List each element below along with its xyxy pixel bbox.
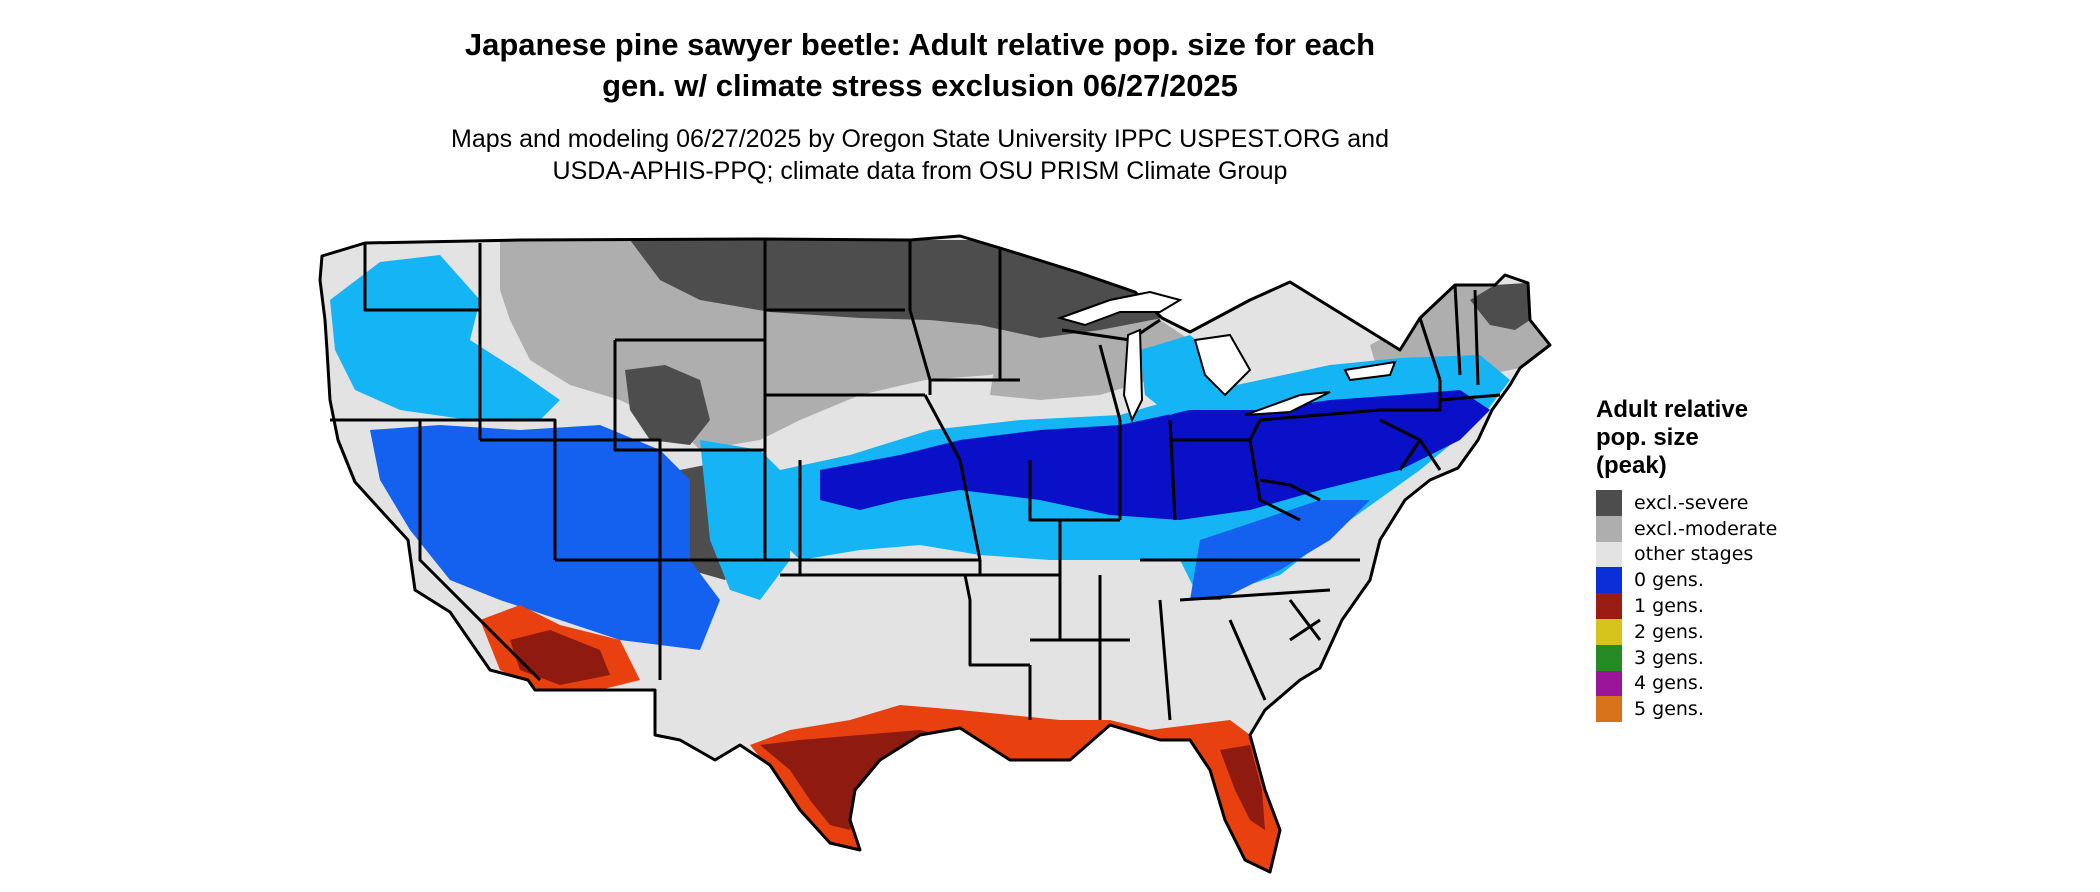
lake-huron <box>1193 333 1252 397</box>
legend-label: excl.-severe <box>1634 491 1749 514</box>
map-subtitle: Maps and modeling 06/27/2025 by Oregon S… <box>300 123 1540 187</box>
legend-swatch <box>1596 541 1622 568</box>
legend-item-0-gens: 0 gens. <box>1596 567 1777 594</box>
legend-item-1-gens: 1 gens. <box>1596 593 1777 619</box>
legend-label: 5 gens. <box>1634 698 1704 721</box>
legend-title-line-1: Adult relative <box>1596 396 1749 423</box>
legend: Adult relative pop. size (peak) excl.-se… <box>1596 396 1778 723</box>
legend-label: 2 gens. <box>1634 620 1704 643</box>
legend-item-3-gens: 3 gens. <box>1596 644 1777 671</box>
legend-label: excl.-moderate <box>1634 517 1778 540</box>
lake-superior <box>1056 290 1183 327</box>
title-line-2: gen. w/ climate stress exclusion 06/27/2… <box>602 68 1238 103</box>
legend-item-other-stages: other stages <box>1596 541 1777 568</box>
lake-michigan <box>1122 328 1144 423</box>
legend-swatch <box>1596 618 1622 645</box>
subtitle-line-2: USDA-APHIS-PPQ; climate data from OSU PR… <box>552 157 1288 185</box>
legend-items: excl.-severe excl.-moderate other stages… <box>1596 490 1778 723</box>
lake-ontario <box>1343 360 1397 382</box>
legend-title-line-3: (peak) <box>1596 452 1667 479</box>
legend-swatch <box>1596 696 1622 723</box>
legend-label: other stages <box>1634 543 1754 566</box>
legend-swatch <box>1596 644 1622 671</box>
legend-swatch <box>1596 515 1622 542</box>
legend-swatch <box>1596 593 1622 619</box>
zero-gens-band-dark <box>820 390 1490 520</box>
state-boundaries <box>318 234 1552 874</box>
legend-swatch <box>1596 490 1622 516</box>
map-fill-layer <box>320 236 1550 872</box>
legend-swatch <box>1596 567 1622 594</box>
one-gen-florida-dark <box>1220 745 1265 830</box>
legend-item-5-gens: 5 gens. <box>1596 696 1777 723</box>
excl-severe-wyoming <box>625 365 710 445</box>
legend-title-line-2: pop. size <box>1596 424 1699 451</box>
great-lakes <box>1056 290 1397 423</box>
legend-item-4-gens: 4 gens. <box>1596 670 1777 697</box>
excl-severe-northeast <box>1470 283 1530 330</box>
legend-item-2-gens: 2 gens. <box>1596 618 1777 645</box>
zero-gens-appalachian <box>1190 500 1370 600</box>
legend-label: 0 gens. <box>1634 569 1704 592</box>
legend-title: Adult relative pop. size (peak) <box>1596 396 1777 480</box>
legend-item-excl-moderate: excl.-moderate <box>1596 515 1778 542</box>
legend-item-excl-severe: excl.-severe <box>1596 490 1777 516</box>
title-line-1: Japanese pine sawyer beetle: Adult relat… <box>464 27 1376 62</box>
legend-swatch <box>1596 670 1622 697</box>
zero-gens-great-basin <box>370 425 720 650</box>
legend-label: 3 gens. <box>1634 646 1704 669</box>
lake-erie <box>1244 391 1331 416</box>
map-title: Japanese pine sawyer beetle: Adult relat… <box>300 24 1540 106</box>
legend-label: 1 gens. <box>1634 595 1704 618</box>
us-map <box>318 234 1552 874</box>
zero-gens-pacific-nw <box>330 255 560 420</box>
subtitle-line-1: Maps and modeling 06/27/2025 by Oregon S… <box>451 125 1389 153</box>
legend-label: 4 gens. <box>1634 672 1704 695</box>
one-gen-arizona-dark <box>510 630 610 685</box>
excl-severe-north <box>630 240 1162 338</box>
